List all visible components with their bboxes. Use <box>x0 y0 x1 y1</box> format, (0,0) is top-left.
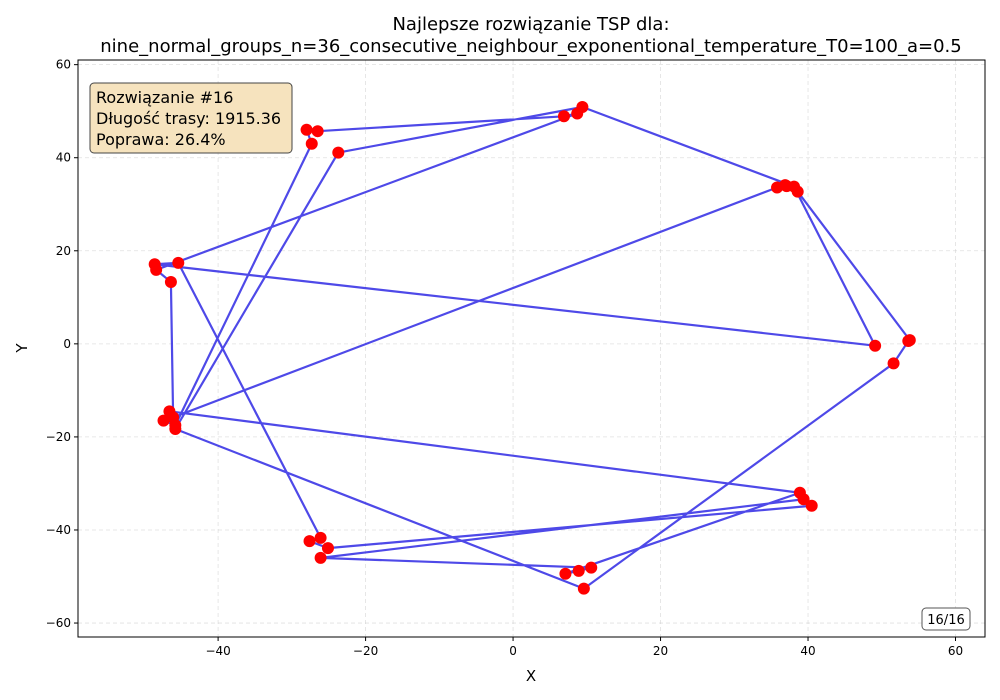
info-improvement: Poprawa: 26.4% <box>96 130 226 149</box>
x-axis-label: X <box>526 667 536 685</box>
x-tick-label: 40 <box>800 644 815 658</box>
city-point <box>805 499 818 512</box>
y-axis-label: Y <box>13 343 31 354</box>
info-box: Rozwiązanie #16 Długość trasy: 1915.36 P… <box>89 82 293 154</box>
city-points <box>148 100 916 595</box>
y-tick-label: 60 <box>56 58 71 72</box>
y-tick-label: 20 <box>56 244 71 258</box>
x-tick-label: 0 <box>509 644 517 658</box>
y-tick-label: −40 <box>46 523 71 537</box>
info-box-background <box>89 82 293 154</box>
city-point <box>164 275 177 288</box>
city-point <box>577 582 590 595</box>
city-point <box>887 357 900 370</box>
city-point <box>169 419 182 432</box>
city-point <box>314 531 327 544</box>
city-point <box>788 180 801 193</box>
chart-title-line2: nine_normal_groups_n=36_consecutive_neig… <box>100 36 961 57</box>
counter-box-background <box>921 607 971 631</box>
city-point <box>779 179 792 192</box>
y-tick-label: −60 <box>46 616 71 630</box>
city-point <box>559 567 572 580</box>
city-point <box>148 258 161 271</box>
city-point <box>576 100 589 113</box>
city-point <box>157 414 170 427</box>
x-tick-label: 20 <box>653 644 668 658</box>
y-tick-label: 0 <box>63 337 71 351</box>
info-solution-number: Rozwiązanie #16 <box>96 88 233 107</box>
counter-label: 16/16 <box>927 613 964 628</box>
city-point <box>793 486 806 499</box>
chart-title-line1: Najlepsze rozwiązanie TSP dla: <box>392 14 669 35</box>
city-point <box>572 564 585 577</box>
counter-box: 16/16 <box>921 607 971 631</box>
city-point <box>321 542 334 555</box>
info-route-length: Długość trasy: 1915.36 <box>96 109 281 128</box>
city-point <box>314 551 327 564</box>
plot-frame <box>77 59 986 638</box>
city-point <box>163 405 176 418</box>
grid <box>78 60 985 637</box>
y-tick-label: −20 <box>46 430 71 444</box>
city-point <box>902 335 915 348</box>
axis-ticks: −40 −20 0 20 40 60 −60 −40 −20 0 20 40 60 <box>46 58 963 658</box>
city-point <box>869 339 882 352</box>
y-tick-label: 40 <box>56 151 71 165</box>
x-tick-label: 60 <box>948 644 963 658</box>
x-tick-label: −20 <box>353 644 378 658</box>
city-point <box>300 123 313 136</box>
city-point <box>305 137 318 150</box>
city-point <box>303 535 316 548</box>
city-point <box>585 561 598 574</box>
route-lines <box>153 105 911 590</box>
route-path <box>153 105 911 590</box>
city-point <box>311 125 324 138</box>
x-tick-label: −40 <box>205 644 230 658</box>
city-point <box>332 146 345 159</box>
city-point <box>172 256 185 269</box>
city-point <box>557 110 570 123</box>
